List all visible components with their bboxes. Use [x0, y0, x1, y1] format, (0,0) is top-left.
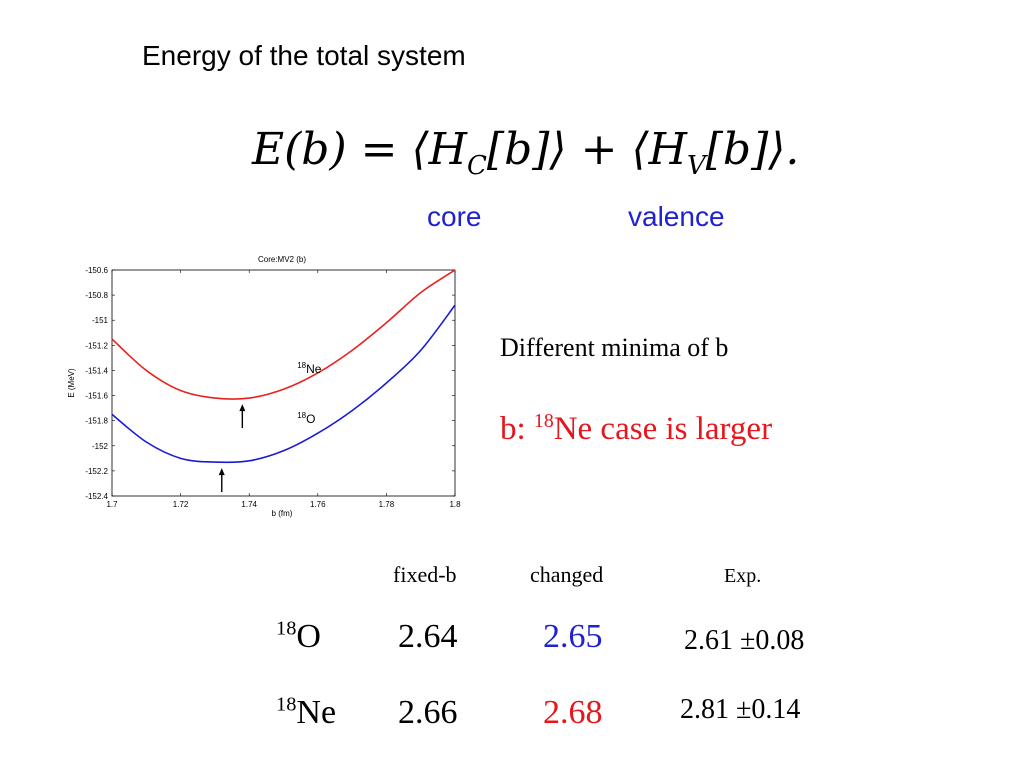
minima-note: Different minima of b: [500, 333, 729, 362]
x-tick-label: 1.7: [106, 500, 118, 509]
series-label-ne: 18Ne: [297, 361, 322, 376]
slide-title: Energy of the total system: [142, 40, 466, 71]
y-tick-label: -151.6: [85, 392, 108, 401]
series-label-o: 18O: [297, 411, 315, 426]
minimum-arrowhead-ne: [239, 404, 246, 412]
minimum-arrowhead-o: [218, 468, 225, 476]
equation-core-term: ⟨HC[b]⟩: [411, 124, 567, 181]
series-line-o: [111, 304, 456, 464]
y-tick-label: -151.8: [85, 417, 108, 426]
x-tick-label: 1.76: [310, 500, 326, 509]
plot-frame: [111, 269, 456, 497]
header-changed: changed: [530, 562, 604, 587]
y-tick-label: -150.8: [85, 291, 108, 300]
energy-equation: E(b) = ⟨HC[b]⟩ + ⟨HV[b]⟩.: [252, 124, 799, 181]
annotation-layer: 18Ne 18O: [218, 361, 322, 493]
series-layer: [111, 269, 456, 464]
x-axis: 1.7 1.72 1.74 1.76 1.78 1.8: [106, 270, 461, 509]
energy-chart: Core:MV2 (b) -150.6 -150.8 -151 -151.2 -151.…: [67, 255, 461, 518]
o-fixed-value: 2.64: [398, 618, 458, 655]
header-fixed-b: fixed-b: [393, 562, 457, 587]
equation-valence-term: ⟨HV[b]⟩.: [631, 124, 800, 181]
x-tick-label: 1.72: [173, 500, 189, 509]
x-tick-label: 1.78: [379, 500, 395, 509]
larger-note: b: 18Ne case is larger: [500, 410, 773, 447]
ne-fixed-value: 2.66: [398, 694, 458, 731]
o-exp-value: 2.61 ±0.08: [684, 625, 805, 656]
y-tick-label: -152: [92, 442, 109, 451]
y-tick-label: -152.2: [85, 467, 108, 476]
ne-changed-value: 2.68: [543, 694, 603, 731]
o-changed-value: 2.65: [543, 618, 603, 655]
y-axis: -150.6 -150.8 -151 -151.2 -151.4 -151.6 -151.8…: [85, 266, 455, 501]
ne-exp-value: 2.81 ±0.14: [680, 694, 801, 725]
valence-label: valence: [628, 201, 725, 232]
equation-lhs: E(b) =: [252, 124, 412, 175]
y-tick-label: -151: [92, 316, 109, 325]
y-tick-label: -151.2: [85, 341, 108, 350]
series-line-ne: [111, 269, 456, 400]
x-axis-label: b (fm): [272, 509, 293, 518]
y-axis-label: E (MeV): [67, 368, 76, 398]
chart-title: Core:MV2 (b): [258, 255, 306, 264]
y-tick-label: -152.4: [85, 492, 108, 501]
core-label: core: [427, 201, 482, 232]
row-label-o: 18O: [276, 617, 321, 655]
y-tick-label: -150.6: [85, 266, 108, 275]
y-tick-label: -151.4: [85, 366, 108, 375]
x-tick-label: 1.8: [449, 500, 461, 509]
equation-plus: +: [566, 124, 632, 175]
header-exp: Exp.: [724, 565, 762, 587]
x-tick-label: 1.74: [241, 500, 257, 509]
row-label-ne: 18Ne: [276, 693, 337, 731]
